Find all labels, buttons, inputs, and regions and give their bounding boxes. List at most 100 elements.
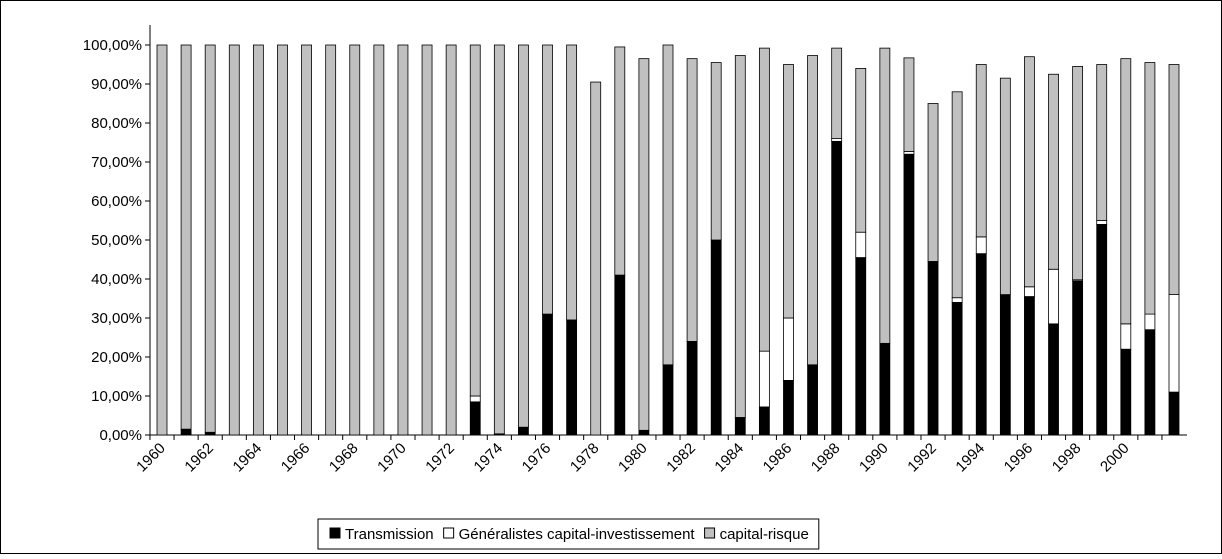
bar-segment	[855, 231, 867, 258]
bar-segment	[975, 64, 987, 238]
bar-segment	[855, 257, 867, 436]
bar-segment	[542, 44, 553, 315]
bar-segment	[975, 253, 987, 436]
bar-segment	[493, 44, 505, 435]
bar-segment	[1096, 64, 1108, 221]
bar-segment	[975, 236, 987, 255]
bar-segment	[180, 44, 192, 430]
bar-segment	[758, 47, 770, 352]
bar-segment	[879, 47, 891, 344]
bar-segment	[1168, 294, 1180, 393]
bar-segment	[758, 350, 770, 408]
bar-segment	[1144, 313, 1156, 331]
bar-segment	[855, 68, 867, 233]
bar-segment	[1120, 58, 1132, 325]
bar-segment	[349, 44, 361, 436]
legend-box	[317, 518, 820, 550]
bar-segment	[1048, 268, 1059, 325]
bar-segment	[204, 431, 216, 436]
bar-segment	[1144, 329, 1156, 436]
bar-segment	[469, 395, 481, 403]
bar-segment	[903, 57, 915, 152]
bar-segment	[590, 81, 602, 436]
bar-segment	[927, 261, 939, 436]
bar-segment	[807, 55, 818, 366]
legend-label: Transmission	[345, 526, 434, 543]
legend-swatch	[329, 527, 341, 539]
bar-segment	[421, 44, 433, 436]
bar-segment	[252, 44, 264, 436]
y-tick-label: 20,00%	[91, 349, 142, 366]
bar-segment	[1168, 64, 1180, 296]
legend-swatch	[704, 527, 716, 539]
bar-segment	[301, 44, 312, 436]
bar-segment	[277, 44, 288, 436]
bar-segment	[662, 44, 674, 366]
bar-segment	[758, 406, 770, 436]
bar-segment	[1024, 296, 1035, 436]
bar-segment	[614, 274, 626, 436]
legend-swatch	[443, 527, 455, 539]
bar-segment	[783, 379, 794, 436]
bar-segment	[638, 58, 650, 431]
legend: Transmission Généralistes capital-investi…	[317, 518, 820, 550]
bar-segment	[1120, 323, 1132, 350]
bar-segment	[999, 294, 1011, 436]
bar-segment	[1024, 56, 1035, 288]
bar-segment	[638, 429, 650, 436]
bar-segment	[686, 340, 698, 436]
bar-segment	[879, 342, 891, 436]
bar-segment	[1024, 286, 1035, 297]
bar-segment	[542, 313, 553, 436]
y-tick-label: 70,00%	[91, 154, 142, 171]
bar-segment	[734, 55, 746, 418]
bar-segment	[903, 153, 915, 436]
bar-segment	[951, 297, 963, 303]
bar-segment	[951, 301, 963, 436]
bar-segment	[325, 44, 337, 436]
bar-segment	[927, 103, 939, 262]
bar-segment	[831, 138, 843, 142]
bar-segment	[831, 47, 843, 140]
bar-segment	[1096, 223, 1108, 436]
bar-segment	[614, 46, 626, 276]
bar-segment	[1096, 220, 1108, 225]
bar-segment	[397, 44, 409, 436]
bar-segment	[999, 77, 1011, 295]
bar-segment	[1168, 391, 1180, 436]
bar-segment	[686, 58, 698, 342]
bar-segment	[180, 428, 192, 436]
bar-segment	[807, 364, 818, 436]
bar-segment	[373, 44, 385, 436]
bar-segment	[518, 44, 529, 428]
bar-segment	[951, 91, 963, 299]
bar-segment	[1072, 66, 1084, 281]
bar-segment	[710, 62, 722, 241]
bar-segment	[1072, 280, 1084, 436]
bar-segment	[734, 417, 746, 436]
bar-segment	[1144, 62, 1156, 315]
bar-segment	[469, 44, 481, 397]
bar-segment	[831, 140, 843, 436]
y-tick-label: 90,00%	[91, 76, 142, 93]
bar-segment	[204, 44, 216, 433]
bar-segment	[783, 64, 794, 319]
bar-segment	[469, 401, 481, 436]
y-tick-label: 80,00%	[91, 115, 142, 132]
bar-segment	[1048, 323, 1059, 436]
y-tick-label: 10,00%	[91, 388, 142, 405]
bar-segment	[662, 364, 674, 436]
bar-segment	[783, 317, 794, 381]
y-tick-label: 30,00%	[91, 310, 142, 327]
y-tick-label: 40,00%	[91, 271, 142, 288]
bar-segment	[156, 44, 168, 436]
bar-segment	[445, 44, 457, 436]
y-tick-label: 100,00%	[83, 37, 142, 54]
bar-segment	[1120, 348, 1132, 436]
bar-segment	[903, 151, 915, 155]
y-tick-label: 0,00%	[99, 427, 142, 444]
legend-label: capital-risque	[720, 526, 809, 543]
legend-label: Généralistes capital-investissement	[459, 526, 696, 543]
